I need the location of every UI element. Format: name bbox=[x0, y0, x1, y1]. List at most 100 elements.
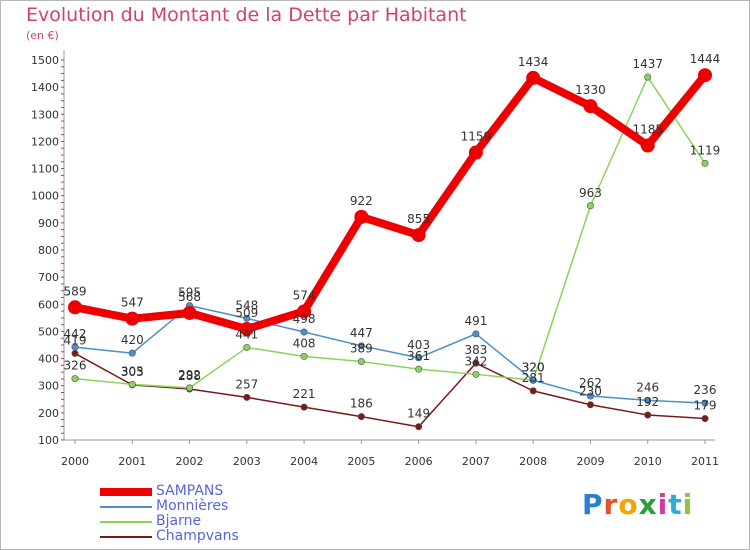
series-line-bjarne bbox=[74, 76, 706, 389]
y-tick-label: 900 bbox=[38, 217, 59, 230]
data-label: 320 bbox=[522, 360, 545, 374]
data-label: 236 bbox=[694, 383, 717, 397]
data-point bbox=[182, 305, 197, 320]
legend-label: Bjarne bbox=[156, 513, 202, 529]
y-tick-label: 1000 bbox=[31, 190, 59, 203]
data-point bbox=[128, 380, 136, 388]
data-point bbox=[701, 415, 709, 423]
x-tick-label: 2004 bbox=[290, 455, 318, 468]
data-point bbox=[586, 202, 594, 210]
data-label: 221 bbox=[293, 387, 316, 401]
logo-letter: o bbox=[618, 488, 639, 521]
data-label: 408 bbox=[293, 336, 316, 350]
data-label: 361 bbox=[407, 349, 430, 363]
y-tick-label: 500 bbox=[38, 325, 59, 338]
data-point bbox=[71, 349, 79, 357]
data-point bbox=[526, 70, 541, 85]
data-point bbox=[243, 393, 251, 401]
data-label: 589 bbox=[64, 284, 87, 298]
data-label: 403 bbox=[407, 338, 430, 352]
y-tick-label: 200 bbox=[38, 407, 59, 420]
x-tick-label: 2009 bbox=[576, 455, 604, 468]
data-point bbox=[186, 384, 194, 392]
legend-label: Champvans bbox=[156, 528, 239, 544]
x-tick-label: 2008 bbox=[519, 455, 547, 468]
data-point bbox=[415, 423, 423, 431]
data-point bbox=[472, 330, 480, 338]
data-point bbox=[125, 311, 140, 326]
legend-label: Monnières bbox=[156, 498, 229, 514]
data-label: 420 bbox=[121, 333, 144, 347]
x-tick-label: 2002 bbox=[176, 455, 204, 468]
data-label: 574 bbox=[293, 288, 316, 302]
data-label: 246 bbox=[636, 380, 659, 394]
legend-swatch bbox=[100, 536, 152, 538]
data-label: 491 bbox=[464, 314, 487, 328]
data-point bbox=[586, 401, 594, 409]
logo-letter: r bbox=[603, 488, 619, 521]
data-label: 447 bbox=[350, 326, 373, 340]
proxiti-logo: Proxiti bbox=[582, 488, 693, 521]
data-point bbox=[300, 403, 308, 411]
y-tick-label: 700 bbox=[38, 271, 59, 284]
data-label: 303 bbox=[121, 365, 144, 379]
data-labels: 419 303 288 257 221 186 149 383 281 230 192 179 326 3… bbox=[64, 52, 721, 421]
data-label: 230 bbox=[579, 385, 602, 399]
data-label: 179 bbox=[694, 399, 717, 413]
y-tick-label: 600 bbox=[38, 298, 59, 311]
y-tick-label: 1500 bbox=[31, 54, 59, 67]
data-label: 149 bbox=[407, 407, 430, 421]
data-point bbox=[68, 300, 82, 315]
series-line-monnières bbox=[74, 304, 706, 404]
data-point bbox=[644, 411, 652, 419]
data-label: 389 bbox=[350, 342, 373, 356]
legend-swatch bbox=[100, 488, 152, 496]
data-point bbox=[472, 359, 480, 367]
data-label: 342 bbox=[464, 354, 487, 368]
series-line-champvans bbox=[74, 352, 706, 428]
x-tick-label: 2011 bbox=[691, 455, 719, 468]
y-tick-label: 100 bbox=[38, 434, 59, 447]
data-point bbox=[640, 138, 655, 153]
data-label: 186 bbox=[350, 397, 373, 411]
chart-title: Evolution du Montant de la Dette par Hab… bbox=[26, 4, 467, 26]
x-tick-label: 2005 bbox=[347, 455, 375, 468]
data-point bbox=[644, 73, 652, 81]
logo-letter: i bbox=[682, 488, 694, 521]
logo-letter: P bbox=[582, 488, 604, 521]
y-tick-label: 1100 bbox=[31, 163, 59, 176]
y-tick-label: 300 bbox=[38, 380, 59, 393]
data-point bbox=[71, 343, 79, 351]
data-label: 292 bbox=[178, 368, 201, 382]
x-tick-label: 2003 bbox=[233, 455, 261, 468]
y-tick-label: 1400 bbox=[31, 81, 59, 94]
data-label: 441 bbox=[235, 327, 258, 341]
data-label: 192 bbox=[636, 395, 659, 409]
data-point bbox=[698, 68, 712, 83]
logo-letter: x bbox=[638, 488, 658, 521]
data-point bbox=[586, 392, 594, 400]
legend-swatch bbox=[100, 506, 152, 508]
data-point bbox=[415, 354, 423, 362]
data-label: 922 bbox=[350, 194, 373, 208]
data-label: 1330 bbox=[575, 83, 606, 97]
data-point bbox=[128, 349, 136, 357]
data-label: 262 bbox=[579, 376, 602, 390]
chart-axes: 100 200 300 400 500 600 700 800 900 1000 1100 1200 1… bbox=[31, 50, 719, 468]
data-label: 498 bbox=[293, 312, 316, 326]
data-point bbox=[701, 159, 709, 167]
x-tick-label: 2000 bbox=[61, 455, 89, 468]
data-label: 1437 bbox=[632, 57, 663, 71]
data-point bbox=[472, 370, 480, 378]
data-point bbox=[468, 145, 483, 160]
legend-swatch bbox=[100, 521, 152, 523]
series-lines bbox=[74, 72, 709, 428]
data-label: 963 bbox=[579, 186, 602, 200]
series-line-sampans bbox=[74, 72, 709, 333]
chart-unit-label: (en €) bbox=[26, 29, 59, 42]
y-tick-label: 1300 bbox=[31, 108, 59, 121]
data-label: 568 bbox=[178, 290, 201, 304]
data-label: 1119 bbox=[690, 143, 721, 157]
data-point bbox=[300, 328, 308, 336]
